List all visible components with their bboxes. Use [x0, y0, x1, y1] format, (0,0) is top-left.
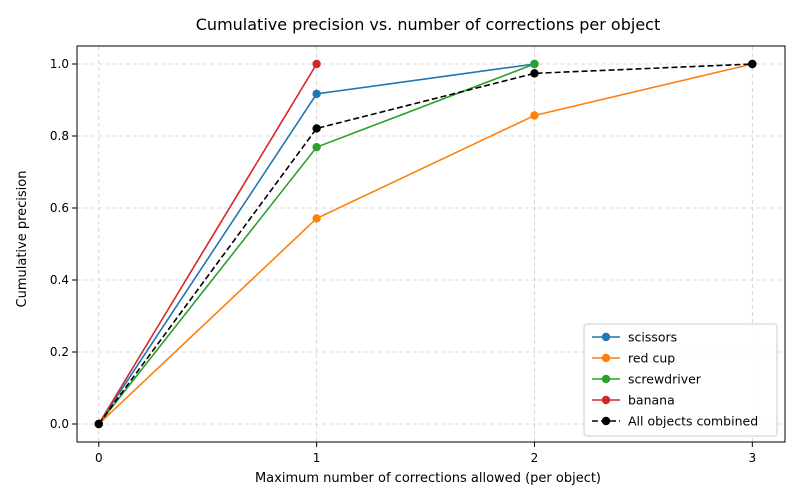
legend-swatch-marker — [601, 395, 611, 405]
legend-swatch-marker — [601, 353, 611, 363]
legend-item-all-objects-combined: All objects combined — [592, 414, 758, 429]
data-point-banana — [312, 59, 321, 69]
y-tick-label: 0.8 — [50, 129, 69, 143]
x-tick-label: 0 — [95, 451, 103, 465]
legend-label: All objects combined — [628, 414, 758, 429]
series-line-banana — [98, 63, 318, 425]
legend-label: screwdriver — [628, 372, 702, 387]
axis-ticks: 0 1 2 3 0.0 0.2 0.4 0.6 0.8 1.0 — [50, 57, 756, 465]
data-point-red-cup — [312, 214, 321, 223]
data-point-scissors — [312, 89, 321, 99]
data-point-screwdriver — [530, 59, 539, 69]
series-line-all-objects-combined — [98, 63, 753, 425]
legend-item-red-cup: red cup — [592, 351, 675, 366]
data-point-screwdriver — [312, 142, 321, 152]
legend-swatch-marker — [601, 374, 611, 384]
y-axis-label: Cumulative precision — [15, 171, 30, 308]
legend-item-banana: banana — [592, 393, 675, 408]
series-layer — [94, 59, 757, 429]
y-tick-label: 1.0 — [50, 57, 69, 71]
y-tick-label: 0.0 — [50, 417, 69, 431]
series-all-objects-combined — [94, 59, 757, 429]
x-tick-label: 1 — [313, 451, 321, 465]
x-tick-label: 2 — [531, 451, 539, 465]
data-point-all-objects-combined — [748, 59, 757, 69]
data-point-all-objects-combined — [530, 69, 539, 78]
legend-label: red cup — [628, 351, 675, 366]
data-point-all-objects-combined — [312, 124, 321, 133]
legend-box — [583, 323, 778, 437]
y-tick-label: 0.2 — [50, 345, 69, 359]
legend-item-screwdriver: screwdriver — [592, 372, 702, 387]
legend: scissors red cup screwdriver banana All obje… — [583, 323, 778, 437]
legend-swatch-marker — [601, 332, 611, 342]
x-tick-label: 3 — [749, 451, 757, 465]
legend-swatch-marker — [601, 416, 611, 426]
y-tick-label: 0.6 — [50, 201, 69, 215]
legend-item-scissors: scissors — [592, 330, 677, 345]
series-line-red-cup — [98, 63, 753, 425]
legend-label: scissors — [628, 330, 677, 345]
data-point-all-objects-combined — [94, 419, 103, 429]
chart-title: Cumulative precision vs. number of corre… — [196, 15, 660, 34]
plot-frame — [76, 45, 786, 443]
data-point-red-cup — [530, 111, 539, 120]
y-tick-label: 0.4 — [50, 273, 69, 287]
legend-label: banana — [628, 393, 675, 408]
x-axis-label: Maximum number of corrections allowed (p… — [255, 471, 601, 486]
